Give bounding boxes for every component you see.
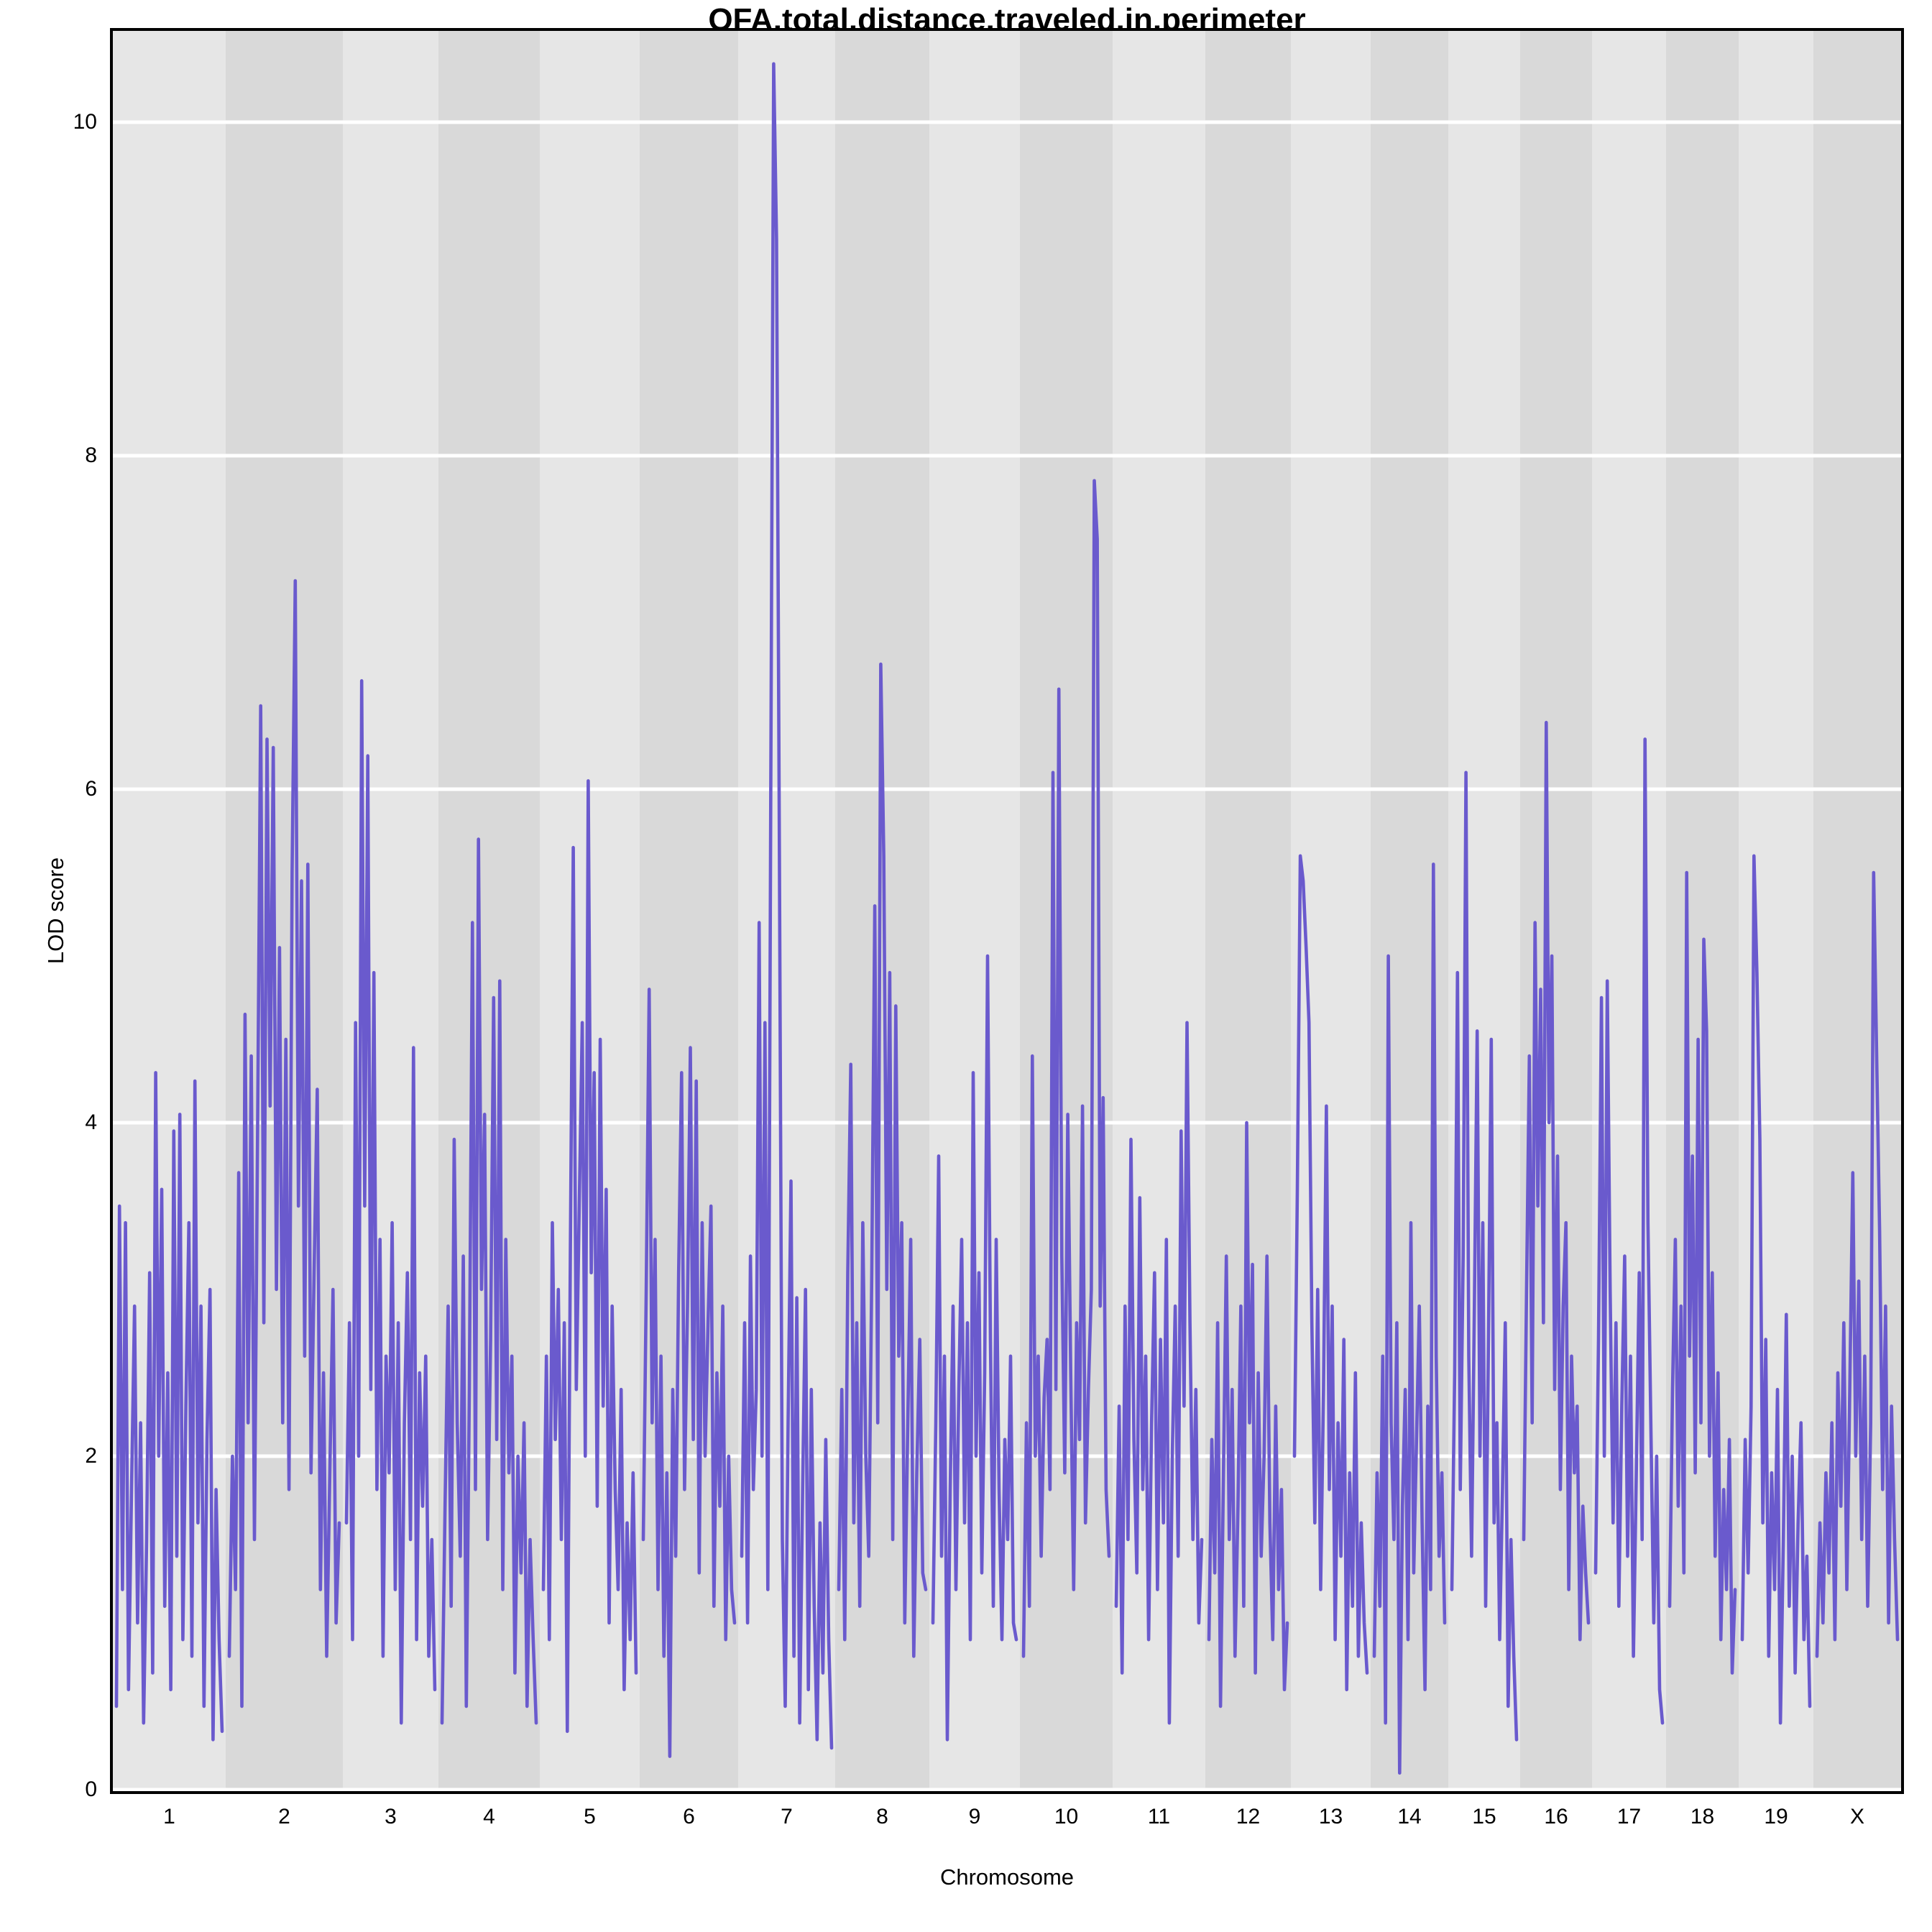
chromosome-tick-label-4: 4 xyxy=(483,1805,495,1828)
chromosome-tick-label-10: 10 xyxy=(1054,1805,1079,1828)
lod-trace-chr-15 xyxy=(1450,770,1519,1742)
lod-trace-chr-16 xyxy=(1522,720,1591,1642)
chromosome-tick-label-3: 3 xyxy=(385,1805,397,1828)
lod-trace-chr-11 xyxy=(1114,1021,1204,1725)
chromosome-tick-label-18: 18 xyxy=(1690,1805,1715,1828)
y-tick-label-6: 6 xyxy=(85,777,97,801)
lod-trace-chr-19 xyxy=(1740,854,1812,1725)
chromosome-tick-label-5: 5 xyxy=(584,1805,596,1828)
chromosome-tick-label-13: 13 xyxy=(1318,1805,1343,1828)
y-tick-label-0: 0 xyxy=(85,1777,97,1801)
lod-trace-chr-9 xyxy=(931,954,1018,1742)
chromosome-tick-label-X: X xyxy=(1849,1805,1864,1828)
y-tick-label-8: 8 xyxy=(85,443,97,467)
lod-trace-chr-4 xyxy=(440,837,538,1725)
chromosome-tick-label-17: 17 xyxy=(1616,1805,1642,1828)
chromosome-tick-label-12: 12 xyxy=(1236,1805,1261,1828)
lod-curve-svg xyxy=(113,31,1901,1791)
y-tick-label-2: 2 xyxy=(85,1444,97,1468)
lod-trace-chr-X xyxy=(1815,870,1900,1658)
lod-trace-chr-12 xyxy=(1207,1121,1289,1708)
chromosome-tick-label-15: 15 xyxy=(1472,1805,1496,1828)
lod-trace-chr-13 xyxy=(1292,854,1369,1692)
chromosome-tick-label-14: 14 xyxy=(1397,1805,1422,1828)
plot-area xyxy=(110,28,1904,1794)
chromosome-tick-label-9: 9 xyxy=(968,1805,981,1828)
chromosome-tick-label-11: 11 xyxy=(1147,1805,1171,1828)
lod-trace-chr-10 xyxy=(1021,479,1111,1658)
x-axis-title: Chromosome xyxy=(939,1864,1075,1890)
chromosome-tick-label-8: 8 xyxy=(876,1805,888,1828)
lod-trace-chr-6 xyxy=(641,988,737,1758)
lod-trace-chr-1 xyxy=(114,1071,224,1742)
y-tick-label-10: 10 xyxy=(73,110,97,134)
lod-trace-chr-8 xyxy=(837,662,928,1658)
chromosome-tick-label-16: 16 xyxy=(1544,1805,1568,1828)
chromosome-tick-label-1: 1 xyxy=(163,1805,175,1828)
chromosome-band-16 xyxy=(1520,31,1592,1791)
lod-trace-chr-7 xyxy=(740,62,834,1750)
chromosome-tick-label-19: 19 xyxy=(1764,1805,1788,1828)
chromosome-tick-label-7: 7 xyxy=(781,1805,793,1828)
lod-trace-chr-18 xyxy=(1668,870,1737,1675)
lod-trace-chr-5 xyxy=(541,779,638,1734)
lod-trace-chr-14 xyxy=(1372,862,1447,1775)
chromosome-tick-label-2: 2 xyxy=(278,1805,290,1828)
y-tick-label-4: 4 xyxy=(85,1110,97,1134)
lod-trace-chr-2 xyxy=(227,579,341,1708)
lod-trace-chr-3 xyxy=(344,678,437,1725)
y-axis-title: LOD score xyxy=(43,857,68,965)
chromosome-tick-label-6: 6 xyxy=(683,1805,695,1828)
chromosome-band-3 xyxy=(343,31,438,1791)
lod-trace-chr-17 xyxy=(1593,737,1665,1725)
